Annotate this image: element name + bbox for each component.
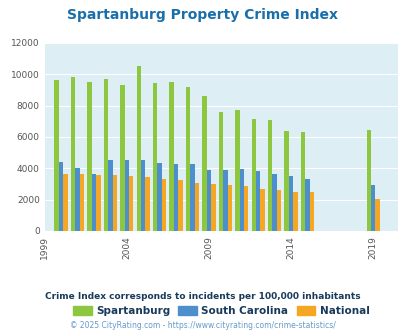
Bar — [272, 174, 276, 231]
Bar — [59, 162, 63, 231]
Bar — [366, 130, 370, 231]
Bar — [309, 192, 313, 231]
Text: Spartanburg Property Crime Index: Spartanburg Property Crime Index — [67, 8, 338, 22]
Bar — [87, 82, 92, 231]
Legend: Spartanburg, South Carolina, National: Spartanburg, South Carolina, National — [69, 302, 373, 320]
Bar — [194, 183, 199, 231]
Bar — [202, 96, 206, 231]
Bar — [227, 185, 232, 231]
Bar — [136, 66, 141, 231]
Bar — [103, 79, 108, 231]
Bar — [239, 169, 243, 231]
Bar — [141, 159, 145, 231]
Bar — [284, 131, 288, 231]
Bar — [157, 163, 162, 231]
Bar — [223, 170, 227, 231]
Bar — [71, 78, 75, 231]
Bar — [63, 174, 68, 231]
Bar — [256, 171, 260, 231]
Bar — [300, 132, 305, 231]
Bar — [79, 174, 84, 231]
Bar — [251, 118, 256, 231]
Bar — [305, 180, 309, 231]
Bar — [206, 170, 211, 231]
Bar — [120, 85, 124, 231]
Bar — [185, 87, 190, 231]
Bar — [370, 185, 375, 231]
Bar — [292, 192, 297, 231]
Text: © 2025 CityRating.com - https://www.cityrating.com/crime-statistics/: © 2025 CityRating.com - https://www.city… — [70, 321, 335, 330]
Bar — [178, 180, 182, 231]
Bar — [108, 160, 112, 231]
Bar — [173, 164, 178, 231]
Bar — [288, 176, 292, 231]
Bar — [145, 177, 149, 231]
Bar — [260, 189, 264, 231]
Bar — [129, 176, 133, 231]
Bar — [190, 164, 194, 231]
Bar — [267, 120, 272, 231]
Bar — [169, 82, 173, 231]
Bar — [234, 110, 239, 231]
Bar — [112, 175, 117, 231]
Bar — [218, 112, 223, 231]
Bar — [276, 190, 281, 231]
Text: Crime Index corresponds to incidents per 100,000 inhabitants: Crime Index corresponds to incidents per… — [45, 292, 360, 301]
Bar — [124, 160, 129, 231]
Bar — [211, 184, 215, 231]
Bar — [375, 199, 379, 231]
Bar — [92, 174, 96, 231]
Bar — [96, 175, 100, 231]
Bar — [54, 80, 59, 231]
Bar — [162, 179, 166, 231]
Bar — [75, 168, 79, 231]
Bar — [243, 186, 248, 231]
Bar — [153, 82, 157, 231]
